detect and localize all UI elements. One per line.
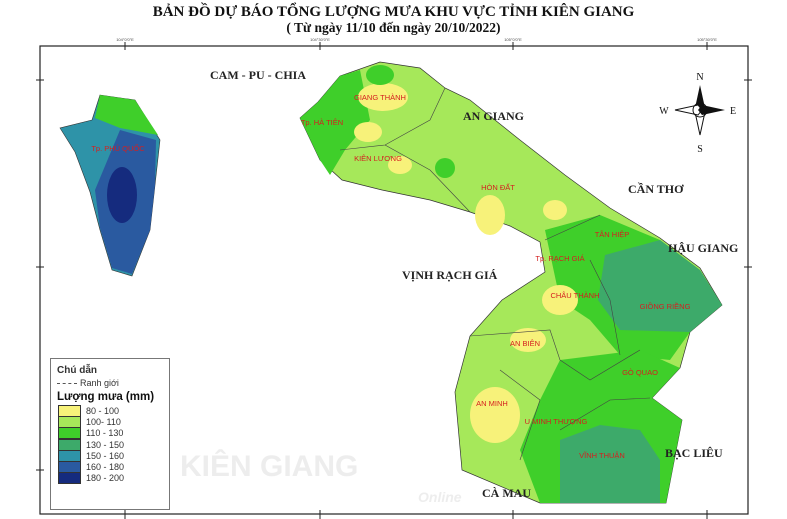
svg-text:KIÊN GIANG: KIÊN GIANG xyxy=(180,449,358,483)
legend-heading: Chú dẫn xyxy=(57,365,97,376)
district-label: KIÊN LƯƠNG xyxy=(354,154,402,163)
map-title: BẢN ĐỒ DỰ BÁO TỔNG LƯỢNG MƯA KHU VỰC TỈN… xyxy=(152,4,635,20)
legend-label: 110 - 130 xyxy=(86,428,124,439)
district-label: GIỒNG RIỀNG xyxy=(640,301,691,311)
legend-label: 130 - 150 xyxy=(86,439,125,450)
region-label: CẦN THƠ xyxy=(628,181,684,196)
legend-boundary: Ranh giới xyxy=(57,378,169,388)
legend-swatch xyxy=(58,472,81,485)
legend-title: Lượng mưa (mm) xyxy=(57,391,155,403)
district-label: AN BIÊN xyxy=(510,339,540,348)
legend-label: 160 - 180 xyxy=(86,462,125,473)
district-label: HÒN ĐẤT xyxy=(481,182,515,192)
lon-tick-label: 105°30'0"E xyxy=(697,37,717,42)
svg-text:Online: Online xyxy=(418,489,462,505)
district-label: Tp. PHÚ QUỐC xyxy=(91,143,145,153)
region-label: AN GIANG xyxy=(463,109,524,123)
lon-tick-label: 104°0'0"E xyxy=(116,37,134,42)
district-label: GÒ QUAO xyxy=(622,368,658,377)
lon-tick-label: 104°30'0"E xyxy=(310,37,330,42)
legend-item: 100- 110 xyxy=(58,415,169,428)
district-label: AN MINH xyxy=(476,399,508,408)
compass-n: N xyxy=(696,72,703,83)
district-label: VĨNH THUẬN xyxy=(579,451,625,460)
legend-label: 180 - 200 xyxy=(86,473,125,484)
legend-swatch xyxy=(58,415,81,428)
district-label: Tp. HÀ TIÊN xyxy=(301,118,343,127)
district-label: CHÂU THÀNH xyxy=(550,291,599,300)
legend-swatch xyxy=(58,427,81,440)
map-subtitle: ( Từ ngày 11/10 đến ngày 20/10/2022) xyxy=(286,20,501,35)
legend-swatch xyxy=(58,438,81,451)
legend-item: 110 - 130 xyxy=(58,427,169,440)
lon-tick-label: 105°0'0"E xyxy=(504,37,522,42)
legend-item: 130 - 150 xyxy=(58,438,169,451)
compass-e: E xyxy=(730,106,736,117)
compass-w: W xyxy=(659,106,669,117)
legend-item: 180 - 200 xyxy=(58,472,169,485)
legend-swatch xyxy=(58,449,81,462)
region-label: HẬU GIANG xyxy=(668,241,738,255)
legend-item: 150 - 160 xyxy=(58,449,169,462)
district-label: Tp. RẠCH GIÁ xyxy=(535,254,584,263)
legend-swatch xyxy=(58,461,81,474)
district-label: GIANG THÀNH xyxy=(354,93,406,102)
legend-item: 80 - 100 xyxy=(58,404,169,417)
legend-swatch xyxy=(58,404,81,417)
region-label: CAM - PU - CHIA xyxy=(210,68,306,82)
legend: Chú dẫn Ranh giới Lượng mưa (mm) 80 - 10… xyxy=(50,358,170,510)
legend-item: 160 - 180 xyxy=(58,461,169,474)
district-label: U MINH THƯỢNG xyxy=(525,417,588,426)
region-label: VỊNH RẠCH GIÁ xyxy=(402,268,498,282)
mainland xyxy=(299,61,723,504)
legend-label: 150 - 160 xyxy=(86,450,125,461)
region-label: CÀ MAU xyxy=(482,486,531,500)
compass-s: S xyxy=(697,144,703,155)
region-label: BẠC LIÊU xyxy=(665,446,723,460)
district-label: TÂN HIỆP xyxy=(595,230,630,239)
compass-rose-icon: N S E W xyxy=(659,72,736,155)
phu-quoc-island xyxy=(59,94,161,277)
legend-label: 80 - 100 xyxy=(86,405,120,416)
watermark-logo: KIÊN GIANG Online xyxy=(180,449,462,505)
lon-ticks xyxy=(36,42,752,519)
district-boundaries xyxy=(339,87,651,461)
legend-label: 100- 110 xyxy=(86,416,121,427)
